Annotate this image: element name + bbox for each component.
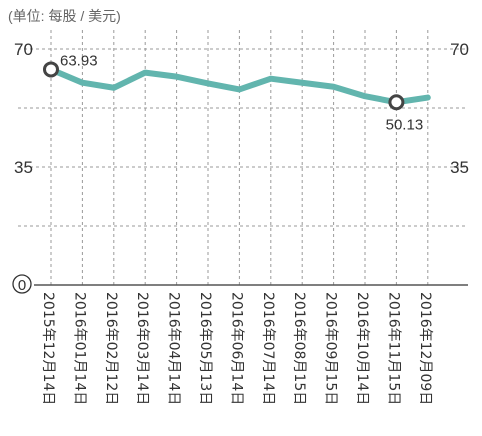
y-tick-label-right: 35 (450, 158, 469, 177)
x-tick-label: 2016年11月15日 (385, 292, 401, 405)
x-tick-label: 2016年08月15日 (291, 292, 307, 405)
y-tick-label-left: 0 (18, 277, 26, 294)
highlight-marker (43, 61, 59, 78)
x-tick-label: 2016年12月09日 (417, 292, 433, 405)
x-tick-label: 2016年10月14日 (354, 292, 370, 405)
unit-label: (单位: 每股 / 美元) (8, 8, 121, 24)
x-tick-label: 2016年06月14日 (228, 292, 244, 405)
x-tick-label: 2016年07月14日 (260, 292, 276, 405)
highlight-marker (388, 94, 405, 111)
data-label: 50.13 (386, 116, 424, 133)
x-tick-label: 2016年01月14日 (71, 292, 87, 405)
y-tick-label-right: 70 (450, 40, 469, 59)
y-tick-zero-circle (12, 274, 32, 294)
y-tick-label-left: 35 (14, 158, 33, 177)
data-label: 63.93 (60, 52, 98, 69)
x-tick-label: 2016年02月12日 (103, 292, 119, 405)
x-tick-label: 2016年09月15日 (323, 292, 339, 405)
x-tick-label: 2016年05月13日 (197, 292, 213, 405)
x-tick-label: 2016年03月14日 (134, 292, 150, 405)
x-tick-label: 2016年04月14日 (166, 292, 182, 405)
y-tick-label-left: 70 (14, 40, 33, 59)
x-tick-label: 2015年12月14日 (40, 292, 56, 405)
